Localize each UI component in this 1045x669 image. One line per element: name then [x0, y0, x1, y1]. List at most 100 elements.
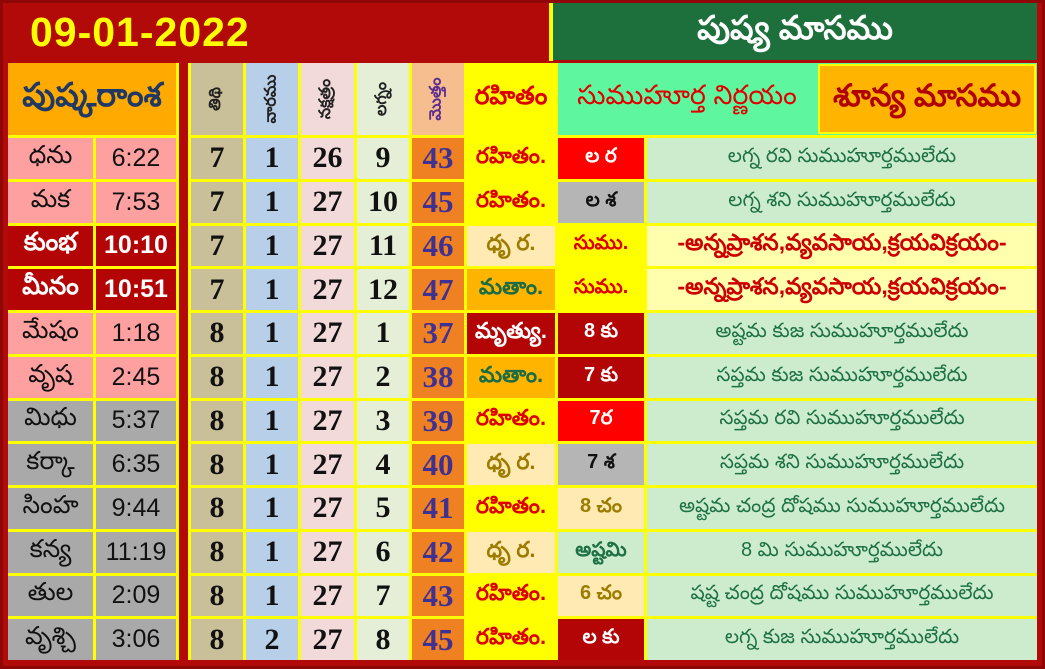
- lagna-number-cell: 9: [357, 138, 409, 179]
- tithi-cell: 8: [191, 488, 243, 529]
- muhurta-note-cell: సప్తమ శని సుముహూర్తములేదు: [647, 444, 1037, 485]
- rasi-cell: కన్య: [8, 531, 93, 573]
- tithi-cell: 8: [191, 313, 243, 354]
- lagna-time-cell: 3:06: [96, 619, 176, 660]
- nakshatra-cell: 27: [301, 488, 354, 529]
- lagna-number-cell: 12: [357, 269, 409, 310]
- muhurta-code-cell: ల కు: [558, 619, 644, 660]
- lagna-time-cell: 2:45: [96, 356, 176, 398]
- rahitham-cell: ధృ ర.: [467, 444, 555, 485]
- rahitham-header: రహితం: [467, 63, 555, 135]
- nakshatra-cell: 27: [301, 181, 354, 223]
- tithi-cell: 8: [191, 575, 243, 617]
- lagna-time-cell: 6:35: [96, 444, 176, 485]
- muhurta-note-cell: -అన్నప్రాశన,వ్యవసాయ,క్రయవిక్రయం-: [647, 225, 1037, 267]
- vara-cell: 1: [246, 400, 298, 442]
- pushkaramsa-header: పుష్కరాంశ: [8, 63, 176, 135]
- lagna-time-cell: 9:44: [96, 488, 176, 529]
- muhurta-note-cell: అష్టమ చంద్ర దోషము సుముహూర్తములేదు: [647, 488, 1037, 529]
- muhurta-note-cell: సప్తమ కుజ సుముహూర్తములేదు: [647, 356, 1037, 398]
- table-body: ధను 6:22 7 1 26 9 43 రహితం. ల ర లగ్న రవి…: [8, 135, 1037, 663]
- tithi-cell: 7: [191, 181, 243, 223]
- tithi-cell: 8: [191, 356, 243, 398]
- rahitham-cell: రహితం.: [467, 400, 555, 442]
- lagna-number-cell: 10: [357, 181, 409, 223]
- red-divider: [179, 310, 188, 357]
- rahitham-cell: రహితం.: [467, 619, 555, 660]
- nakshatra-cell: 27: [301, 269, 354, 310]
- muhurta-code-cell: 8 చం: [558, 488, 644, 529]
- sumuhurta-header: సుముహూర్త నిర్ణయం: [577, 80, 797, 110]
- red-divider: [179, 135, 188, 182]
- muhurta-note-cell: 8 మి సుముహూర్తములేదు: [647, 531, 1037, 573]
- vara-cell: 1: [246, 488, 298, 529]
- muhurta-note-cell: లగ్న కుజ సుముహూర్తములేదు: [647, 619, 1037, 660]
- rasi-cell: ధను: [8, 138, 93, 179]
- nakshatra-column-label: నక్షత్రం: [317, 78, 335, 120]
- lagna-column-label: లగ్నం: [372, 82, 390, 116]
- table-header-row: పుష్కరాంశ తిథి వారము నక్షత్రం లగ్నం మొత్…: [8, 60, 1037, 138]
- lagna-time-cell: 5:37: [96, 400, 176, 442]
- nakshatra-cell: 26: [301, 138, 354, 179]
- top-separator: [549, 2, 553, 61]
- muhurta-note-cell: షష్ట చంద్ర దోషము సుముహూర్తములేదు: [647, 575, 1037, 617]
- rasi-cell: మేషం: [8, 313, 93, 354]
- muhurta-note-cell: లగ్న శని సుముహూర్తములేదు: [647, 181, 1037, 223]
- lagna-number-cell: 7: [357, 575, 409, 617]
- table-row: మేషం 1:18 8 1 27 1 37 మృత్యు. 8 కు అష్టమ…: [8, 310, 1037, 357]
- lagna-number-cell: 4: [357, 444, 409, 485]
- lagna-time-cell: 10:51: [96, 269, 176, 310]
- nakshatra-cell: 27: [301, 531, 354, 573]
- red-divider: [179, 397, 188, 445]
- total-cell: 45: [412, 181, 464, 223]
- lagna-number-cell: 2: [357, 356, 409, 398]
- nakshatra-cell: 27: [301, 575, 354, 617]
- total-cell: 45: [412, 619, 464, 660]
- rasi-cell: మక: [8, 181, 93, 223]
- muhurta-code-cell: 7 శ: [558, 444, 644, 485]
- nakshatra-column-header: నక్షత్రం: [301, 63, 354, 135]
- vara-cell: 1: [246, 181, 298, 223]
- total-cell: 41: [412, 488, 464, 529]
- lagna-number-cell: 1: [357, 313, 409, 354]
- vara-cell: 1: [246, 444, 298, 485]
- table-row: సింహ 9:44 8 1 27 5 41 రహితం. 8 చం అష్టమ …: [8, 485, 1037, 532]
- muhurta-code-cell: సుము.: [558, 269, 644, 310]
- muhurta-code-cell: 6 చం: [558, 575, 644, 617]
- total-column-label: మొత్తం: [428, 77, 445, 121]
- lagna-number-cell: 5: [357, 488, 409, 529]
- muhurta-code-cell: సుము.: [558, 225, 644, 267]
- rahitham-cell: రహితం.: [467, 488, 555, 529]
- muhurta-code-cell: 7ర: [558, 400, 644, 442]
- rasi-cell: కర్కా: [8, 444, 93, 485]
- muhurta-code-cell: అష్టమి: [558, 531, 644, 573]
- nakshatra-cell: 27: [301, 313, 354, 354]
- red-divider: [179, 353, 188, 401]
- total-cell: 42: [412, 531, 464, 573]
- red-divider: [179, 266, 188, 313]
- table-row: కుంభ 10:10 7 1 27 11 46 ధృ ర. సుము. -అన్…: [8, 222, 1037, 270]
- rasi-cell: తుల: [8, 575, 93, 617]
- vara-column-header: వారము: [246, 63, 298, 135]
- table-row: కన్య 11:19 8 1 27 6 42 ధృ ర. అష్టమి 8 మి…: [8, 528, 1037, 576]
- rasi-cell: కుంభ: [8, 225, 93, 267]
- shunya-masam-header: శూన్య మాసము: [818, 64, 1036, 134]
- rahitham-cell: మతాం.: [467, 356, 555, 398]
- rasi-cell: సింహ: [8, 488, 93, 529]
- table-row: మక 7:53 7 1 27 10 45 రహితం. ల శ లగ్న శని…: [8, 178, 1037, 226]
- lagna-time-cell: 11:19: [96, 531, 176, 573]
- total-cell: 40: [412, 444, 464, 485]
- month-title: పుష్య మాసము: [553, 3, 1037, 60]
- vara-cell: 1: [246, 575, 298, 617]
- lagna-time-cell: 7:53: [96, 181, 176, 223]
- red-divider: [179, 485, 188, 532]
- muhurta-note-cell: -అన్నప్రాశన,వ్యవసాయ,క్రయవిక్రయం-: [647, 269, 1037, 310]
- lagna-time-cell: 6:22: [96, 138, 176, 179]
- total-cell: 43: [412, 575, 464, 617]
- muhurta-note-cell: అష్టమ కుజ సుముహూర్తములేదు: [647, 313, 1037, 354]
- total-cell: 46: [412, 225, 464, 267]
- lagna-number-cell: 3: [357, 400, 409, 442]
- red-divider: [179, 222, 188, 270]
- lagna-column-header: లగ్నం: [357, 63, 409, 135]
- nakshatra-cell: 27: [301, 356, 354, 398]
